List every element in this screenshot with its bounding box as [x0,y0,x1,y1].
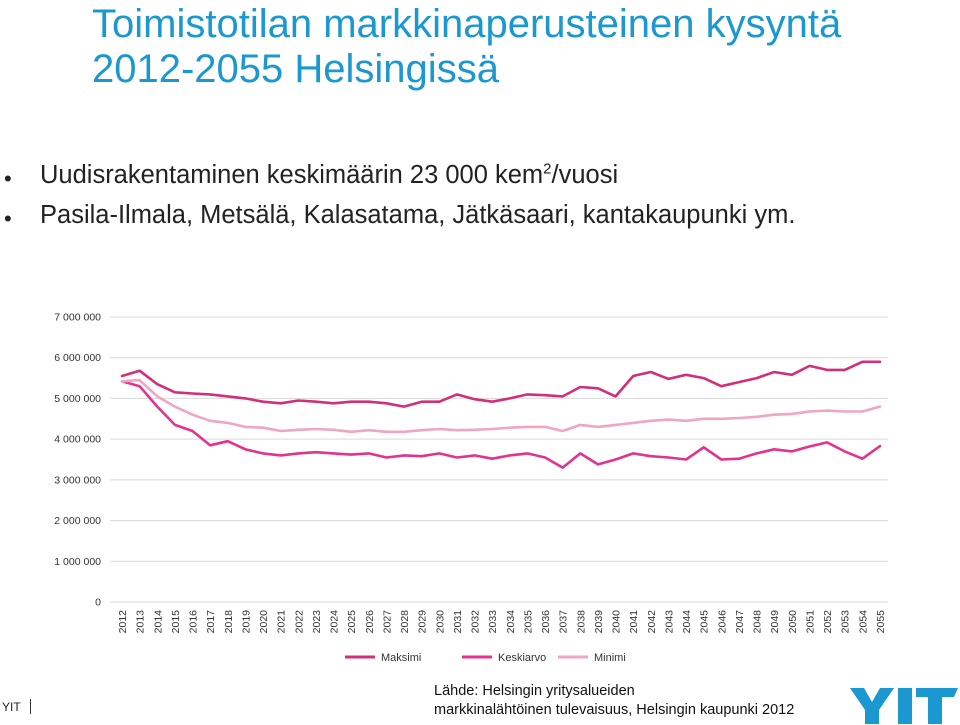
y-tick-label: 5 000 000 [54,393,101,405]
x-tick-label: 2055 [875,610,887,634]
x-tick-label: 2035 [522,610,534,634]
x-tick-label: 2030 [434,610,446,634]
series-line [120,380,882,469]
x-tick-label: 2054 [857,610,869,634]
x-tick-label: 2024 [329,610,341,634]
demand-line-chart: 0 1 000 000 2 000 000 3 000 000 4 000 000 5 0… [54,312,888,664]
legend-label: Keskiarvo [498,652,546,664]
bullet-text-suffix: /vuosi [551,161,619,189]
x-tick-label: 2037 [558,610,570,634]
bullet-item: • Uudisrakentaminen keskimäärin 23 000 k… [0,158,960,198]
yit-logo-icon [850,688,958,724]
bullet-superscript: 2 [543,160,552,178]
source-line-2: markkinalähtöinen tulevaisuus, Helsingin… [434,702,795,718]
x-tick-label: 2042 [646,610,658,634]
x-tick-label: 2012 [117,610,129,634]
legend-label: Minimi [594,652,626,664]
x-tick-label: 2049 [769,610,781,634]
x-tick-label: 2041 [628,610,640,634]
x-tick-label: 2021 [276,610,288,634]
x-tick-label: 2053 [840,610,852,634]
x-tick-label: 2047 [734,610,746,634]
series-line [120,360,882,408]
x-tick-label: 2023 [311,610,323,634]
x-tick-label: 2051 [804,610,816,634]
y-tick-label: 0 [95,597,101,609]
x-tick-label: 2028 [399,610,411,634]
source-line-1: Lähde: Helsingin yritysalueiden [434,683,635,699]
x-tick-label: 2036 [540,610,552,634]
x-tick-label: 2029 [417,610,429,634]
x-tick-label: 2026 [364,610,376,634]
x-tick-label: 2022 [293,610,305,634]
x-tick-label: 2033 [487,610,499,634]
x-tick-label: 2016 [188,610,200,634]
footer-company-label: YIT [2,700,21,714]
y-tick-label: 6 000 000 [54,352,101,364]
x-tick-label: 2052 [822,610,834,634]
x-tick-label: 2038 [575,610,587,634]
x-tick-label: 2014 [152,610,164,634]
bullet-item: • Pasila-Ilmala, Metsälä, Kalasatama, Jä… [0,198,960,238]
x-tick-label: 2044 [681,610,693,634]
x-tick-label: 2025 [346,610,358,634]
x-tick-label: 2034 [505,610,517,634]
series-line [120,378,882,434]
bullet-dot-icon: • [4,166,12,191]
x-tick-label: 2013 [135,610,147,634]
bullet-list: • Uudisrakentaminen keskimäärin 23 000 k… [0,158,960,238]
bullet-dot-icon: • [4,206,12,231]
x-tick-label: 2032 [470,610,482,634]
slide-title: Toimistotilan markkinaperusteinen kysynt… [92,2,842,91]
x-tick-label: 2043 [663,610,675,634]
bullet-text: Pasila-Ilmala, Metsälä, Kalasatama, Jätk… [40,201,796,229]
x-tick-label: 2019 [240,610,252,634]
x-tick-label: 2040 [611,610,623,634]
x-tick-label: 2050 [787,610,799,634]
x-tick-label: 2048 [752,610,764,634]
y-tick-label: 2 000 000 [54,515,101,527]
x-tick-label: 2018 [223,610,235,634]
y-tick-label: 1 000 000 [54,556,101,568]
x-tick-label: 2015 [170,610,182,634]
x-tick-label: 2039 [593,610,605,634]
x-tick-label: 2046 [716,610,728,634]
y-tick-label: 3 000 000 [54,474,101,486]
x-tick-label: 2045 [699,610,711,634]
x-tick-label: 2027 [381,610,393,634]
source-note: Lähde: Helsingin yritysalueiden markkina… [434,682,794,720]
legend-label: Maksimi [381,652,421,664]
x-tick-label: 2020 [258,610,270,634]
x-tick-label: 2031 [452,610,464,634]
x-tick-label: 2017 [205,610,217,634]
y-tick-label: 7 000 000 [54,312,101,324]
y-tick-label: 4 000 000 [54,434,101,446]
footer-divider [30,699,31,714]
bullet-text: Uudisrakentaminen keskimäärin 23 000 kem [40,161,544,189]
